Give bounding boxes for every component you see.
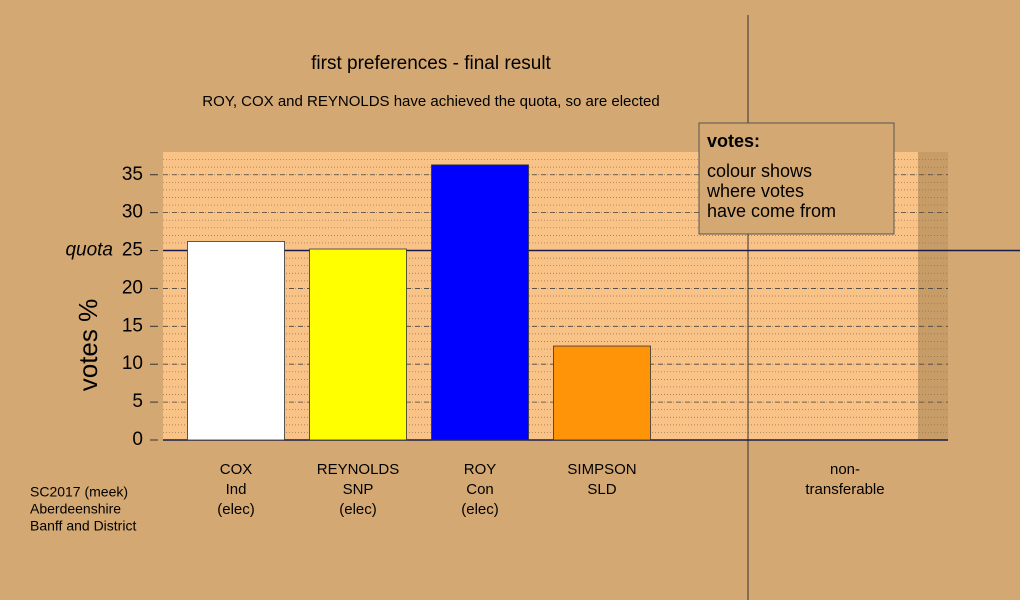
party-label: Ind — [226, 481, 247, 498]
x-tick-label: non- — [830, 461, 860, 478]
y-tick-label: 25 — [122, 240, 143, 261]
note: Banff and District — [30, 518, 136, 534]
status-label: (elec) — [461, 501, 499, 518]
status-label: (elec) — [339, 501, 377, 518]
party-label: SLD — [587, 481, 616, 498]
y-axis-label: votes % — [73, 299, 103, 392]
y-tick-label: 20 — [122, 277, 143, 298]
quota-label: quota — [65, 240, 113, 261]
y-tick-label: 10 — [122, 353, 143, 374]
chart-title: first preferences - final result — [311, 53, 551, 74]
legend-text: where votes — [706, 181, 804, 201]
legend-box — [698, 122, 895, 235]
note: Aberdeenshire — [30, 501, 121, 517]
legend-text: colour shows — [707, 161, 812, 181]
bar — [553, 345, 651, 441]
party-label: Con — [466, 481, 494, 498]
party-label: SNP — [343, 481, 374, 498]
legend: votes: colour shows where votes have com… — [698, 122, 895, 235]
bar — [309, 248, 407, 441]
x-tick-label: REYNOLDS — [317, 461, 400, 478]
bar — [431, 164, 529, 441]
x-tick-label: COX — [220, 461, 253, 478]
legend-title: votes: — [707, 131, 760, 151]
party-label: transferable — [805, 481, 884, 498]
chart-subtitle: ROY, COX and REYNOLDS have achieved the … — [202, 93, 660, 110]
legend-text: have come from — [707, 201, 836, 221]
y-tick-label: 35 — [122, 164, 143, 185]
x-tick-label: ROY — [464, 461, 497, 478]
y-tick-label: 5 — [132, 391, 143, 412]
bar — [187, 241, 285, 441]
y-tick-label: 0 — [132, 429, 143, 450]
x-tick-label: SIMPSON — [567, 461, 636, 478]
status-label: (elec) — [217, 501, 255, 518]
y-tick-label: 15 — [122, 315, 143, 336]
y-tick-label: 30 — [122, 202, 143, 223]
note: SC2017 (meek) — [30, 484, 128, 500]
